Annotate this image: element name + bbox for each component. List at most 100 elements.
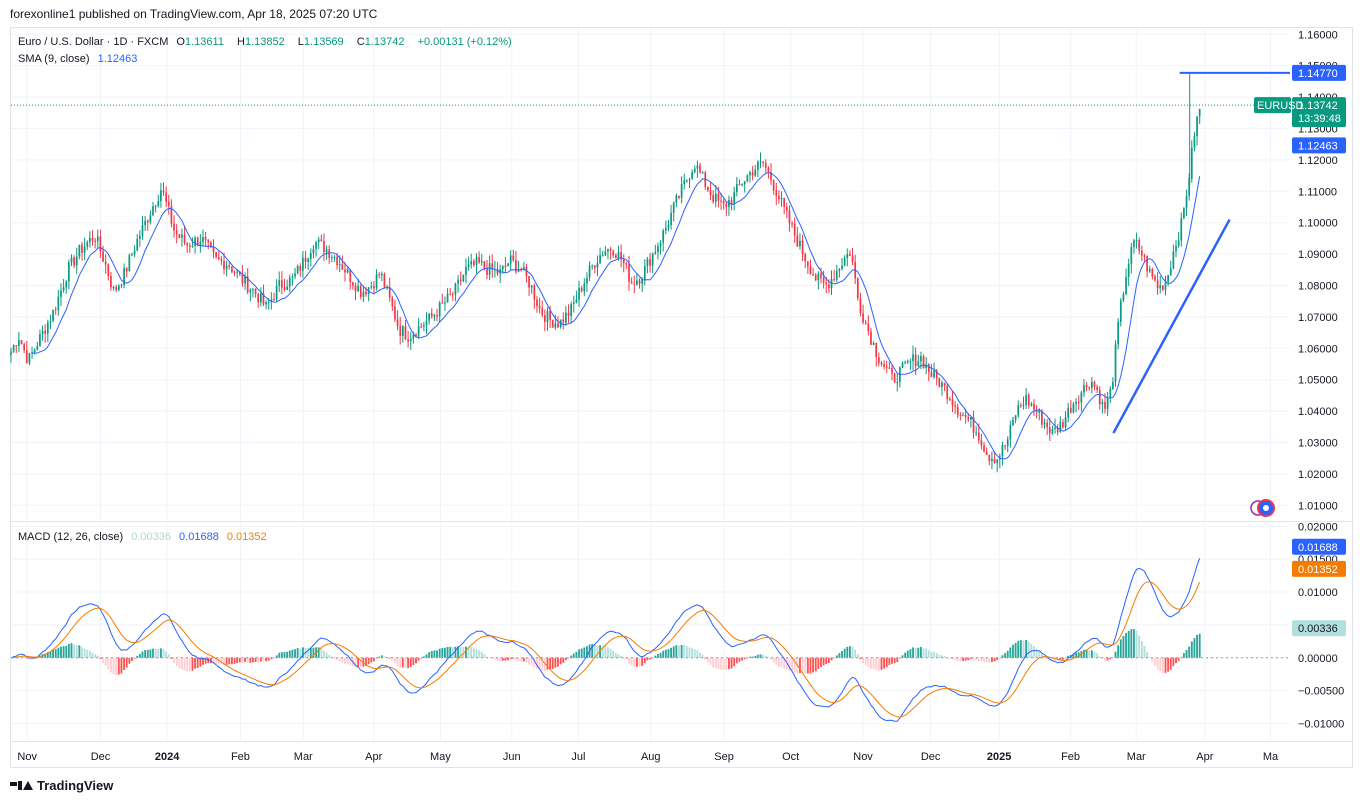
candle [888, 361, 891, 369]
candle [785, 203, 788, 219]
tradingview-logo-icon [10, 781, 33, 790]
candle-body [1101, 402, 1104, 405]
candle [465, 258, 467, 284]
candle [583, 278, 586, 297]
candle-body [89, 237, 91, 243]
macd-histogram-bar [854, 649, 857, 658]
candle [1198, 108, 1201, 125]
candle [814, 272, 817, 282]
candle-body [70, 257, 73, 263]
macd-histogram-bar [904, 652, 907, 658]
macd-histogram-bar [131, 657, 133, 661]
macd-histogram-bar [273, 657, 275, 659]
candle [1027, 392, 1030, 409]
macd-histogram-bar [325, 652, 328, 658]
candle-body [772, 180, 775, 191]
candle-body [512, 255, 515, 261]
candle-body [91, 237, 94, 241]
candle-body [225, 265, 228, 270]
macd-histogram-bar [1059, 657, 1062, 660]
macd-histogram-bar [1198, 633, 1201, 658]
candle-body [441, 302, 444, 304]
candle-body [352, 282, 354, 286]
footer-brand[interactable]: TradingView [10, 778, 113, 793]
candle-body [265, 302, 267, 305]
close-value: 1.13742 [364, 36, 405, 48]
macd-histogram-bar [554, 657, 557, 668]
candle-body [904, 362, 906, 364]
macd-histogram-bar [470, 646, 473, 658]
candle [1114, 340, 1117, 387]
macd-histogram-bar [299, 648, 302, 658]
last-price-tag-text: 1.13742 [1298, 100, 1338, 112]
candle [380, 271, 383, 282]
candle-body [625, 263, 628, 265]
candle [749, 170, 751, 183]
candle-body [872, 343, 875, 345]
macd-histogram-bar [799, 657, 801, 674]
candle-body [65, 281, 68, 288]
candle-body [938, 378, 941, 388]
candle-body [41, 330, 44, 335]
candle [1172, 244, 1175, 270]
candle-body [1067, 407, 1070, 418]
macd-histogram-bar [512, 657, 515, 659]
candle [849, 250, 851, 257]
candle-body [183, 234, 186, 243]
candle-body [380, 273, 383, 276]
candle-body [1041, 410, 1043, 425]
candle [46, 319, 49, 343]
macd-histogram-bar [307, 647, 310, 658]
candle-body [591, 265, 594, 267]
macd-histogram-bar [112, 657, 115, 675]
candle-body [746, 175, 749, 182]
candle-body [1183, 208, 1185, 219]
macd-histogram-bar [1143, 645, 1146, 658]
macd-histogram-bar [885, 657, 888, 668]
macd-histogram-bar [725, 657, 728, 671]
candle [728, 195, 730, 216]
macd-histogram-bar [675, 645, 678, 658]
candle-body [1185, 196, 1188, 209]
candle [131, 252, 133, 256]
candle-body [18, 340, 20, 347]
candle-body [1190, 147, 1193, 179]
candle [1009, 420, 1012, 448]
candle-body [420, 326, 423, 328]
candle-body [778, 196, 780, 200]
candle [278, 271, 281, 293]
candle-body [336, 256, 338, 266]
macd-histogram-bar [1088, 650, 1091, 658]
candle-body [404, 326, 407, 340]
candle-body [470, 261, 473, 265]
candle [678, 195, 680, 200]
macd-histogram-bar [262, 657, 265, 662]
candle-body [530, 285, 533, 288]
macd-histogram-bar [633, 657, 636, 667]
candle [462, 274, 465, 283]
macd-histogram-bar [622, 657, 625, 659]
macd-histogram-bar [635, 657, 638, 667]
macd-histogram-bar [751, 656, 754, 658]
candle-body [454, 283, 457, 295]
candle [735, 176, 738, 197]
candle [430, 308, 433, 319]
candle-body [125, 268, 128, 272]
macd-histogram-bar [825, 657, 828, 665]
candle [601, 250, 604, 257]
candle-body [373, 286, 375, 289]
macd-histogram-bar [501, 657, 504, 661]
macd-histogram-bar [809, 657, 812, 674]
candle-body [409, 338, 412, 342]
candle-body [612, 250, 615, 256]
macd-histogram-bar [522, 657, 525, 662]
candle-body [820, 273, 822, 278]
candle [110, 271, 112, 291]
candle-body [862, 313, 864, 323]
macd-histogram-bar [212, 657, 215, 664]
candle-body [160, 190, 162, 202]
candle-body [1167, 275, 1169, 282]
candle [877, 352, 880, 367]
candle [112, 285, 115, 291]
